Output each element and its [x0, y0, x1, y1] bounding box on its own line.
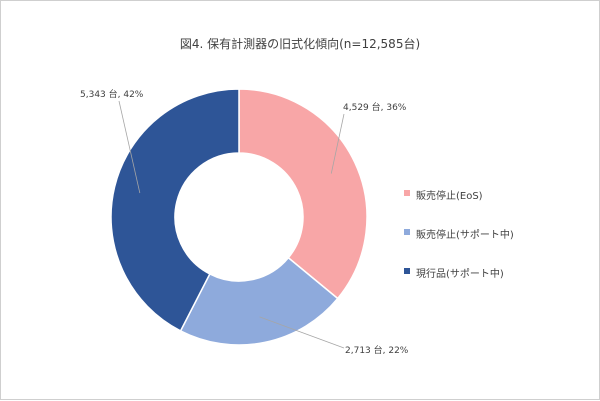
data-label-current: 5,343 台, 42%	[80, 88, 144, 100]
legend-label: 現行品(サポート中)	[416, 269, 504, 280]
legend-label: 販売停止(EoS)	[416, 191, 483, 202]
legend-swatch	[404, 268, 410, 274]
legend-label: 販売停止(サポート中)	[416, 230, 514, 241]
legend-item-eos: 販売停止(EoS)	[404, 187, 514, 226]
legend: 販売停止(EoS) 販売停止(サポート中) 現行品(サポート中)	[404, 187, 514, 304]
legend-swatch	[404, 190, 410, 196]
leader-line	[259, 316, 345, 349]
slice-eos-supported	[179, 256, 339, 346]
slice-current	[110, 88, 240, 332]
data-label-eos: 4,529 台, 36%	[343, 101, 407, 113]
legend-swatch	[404, 229, 410, 235]
legend-item-eos-supported: 販売停止(サポート中)	[404, 226, 514, 265]
slice-eos	[238, 88, 368, 300]
data-label-eos-supported: 2,713 台, 22%	[345, 344, 409, 356]
legend-item-current: 現行品(サポート中)	[404, 265, 514, 304]
leader-line	[118, 100, 141, 194]
chart-title: 図4. 保有計測器の旧式化傾向(n=12,585台)	[179, 37, 421, 51]
leader-line	[330, 113, 345, 174]
